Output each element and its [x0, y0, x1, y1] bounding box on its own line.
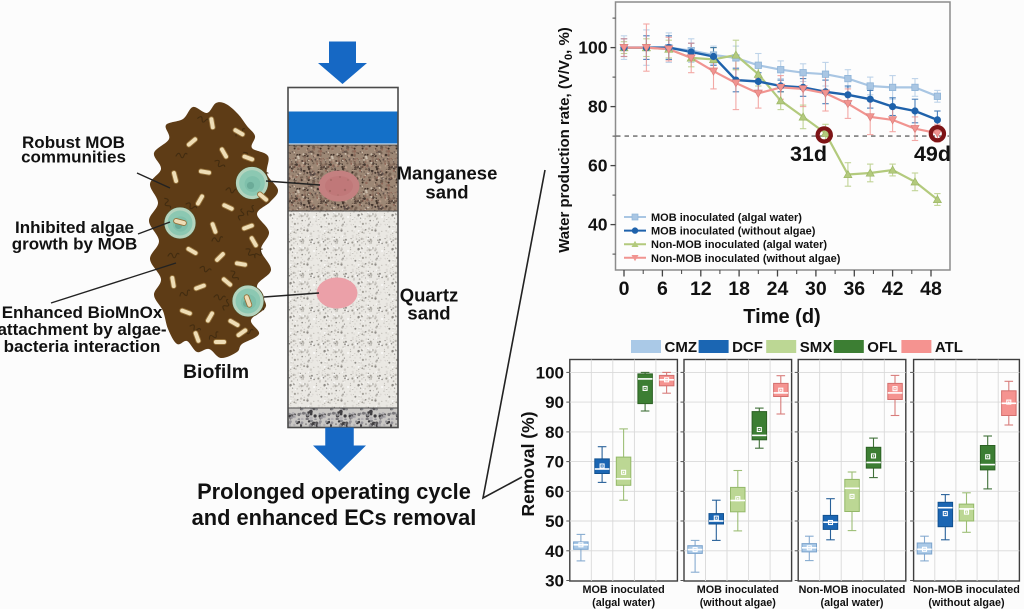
svg-text:sand: sand: [425, 182, 468, 203]
svg-text:Non-MOB inoculated: Non-MOB inoculated: [799, 584, 906, 596]
svg-text:CMZ: CMZ: [665, 339, 698, 356]
svg-text:(algal water): (algal water): [592, 597, 655, 609]
svg-text:and enhanced ECs removal: and enhanced ECs removal: [192, 505, 477, 530]
svg-text:100: 100: [578, 38, 607, 58]
svg-text:24: 24: [767, 278, 789, 300]
svg-text:36: 36: [843, 278, 865, 300]
svg-text:Non-MOB inoculated (without al: Non-MOB inoculated (without algae): [651, 253, 841, 265]
svg-text:Non-MOB inoculated: Non-MOB inoculated: [913, 584, 1020, 596]
svg-text:40: 40: [588, 215, 608, 235]
svg-text:MOB inoculated (algal water): MOB inoculated (algal water): [651, 212, 802, 224]
svg-text:(without algae): (without algae): [700, 597, 777, 609]
svg-text:30: 30: [805, 278, 827, 300]
svg-text:growth by MOB: growth by MOB: [12, 235, 138, 254]
svg-text:(algal water): (algal water): [821, 597, 884, 609]
svg-text:communities: communities: [21, 148, 126, 167]
svg-text:48: 48: [920, 278, 942, 300]
svg-text:MOB inoculated (without algae): MOB inoculated (without algae): [651, 226, 816, 238]
svg-text:Quartz: Quartz: [400, 285, 459, 306]
svg-text:SMX: SMX: [800, 339, 833, 356]
svg-text:50: 50: [545, 512, 564, 531]
svg-text:(without algae): (without algae): [928, 597, 1005, 609]
svg-text:MOB inoculated: MOB inoculated: [697, 584, 779, 596]
svg-text:60: 60: [588, 156, 608, 176]
svg-text:bacteria interaction: bacteria interaction: [4, 337, 161, 356]
svg-text:MOB inoculated: MOB inoculated: [583, 584, 665, 596]
svg-text:90: 90: [545, 393, 564, 412]
svg-text:ATL: ATL: [935, 339, 963, 356]
svg-text:18: 18: [728, 278, 750, 300]
svg-text:Prolonged operating cycle: Prolonged operating cycle: [197, 479, 471, 504]
svg-text:DCF: DCF: [732, 339, 763, 356]
svg-text:Manganese: Manganese: [397, 163, 498, 184]
svg-text:100: 100: [536, 363, 564, 382]
svg-text:Non-MOB inoculated (algal wate: Non-MOB inoculated (algal water): [651, 239, 827, 251]
svg-text:Removal (%): Removal (%): [518, 411, 538, 516]
svg-text:60: 60: [545, 482, 564, 501]
svg-text:6: 6: [657, 278, 668, 300]
svg-text:0: 0: [619, 278, 630, 300]
svg-text:42: 42: [882, 278, 904, 300]
svg-text:30: 30: [545, 572, 564, 591]
svg-text:Inhibited algae: Inhibited algae: [15, 218, 134, 237]
svg-text:40: 40: [545, 542, 564, 561]
svg-text:31d: 31d: [790, 142, 827, 166]
svg-text:attachment by algae-: attachment by algae-: [0, 320, 167, 339]
svg-text:12: 12: [690, 278, 712, 300]
svg-text:sand: sand: [407, 303, 450, 324]
svg-text:70: 70: [545, 453, 564, 472]
svg-text:Biofilm: Biofilm: [183, 361, 249, 383]
svg-text:49d: 49d: [914, 142, 951, 166]
svg-text:80: 80: [588, 97, 608, 117]
svg-text:80: 80: [545, 423, 564, 442]
svg-text:Enhanced BioMnOx: Enhanced BioMnOx: [2, 303, 163, 322]
svg-text:Robust MOB: Robust MOB: [22, 133, 125, 152]
svg-text:Time (d): Time (d): [743, 306, 820, 328]
svg-text:Water production rate, (V/V0,: Water production rate, (V/V0, %): [556, 27, 575, 253]
svg-text:OFL: OFL: [867, 339, 897, 356]
